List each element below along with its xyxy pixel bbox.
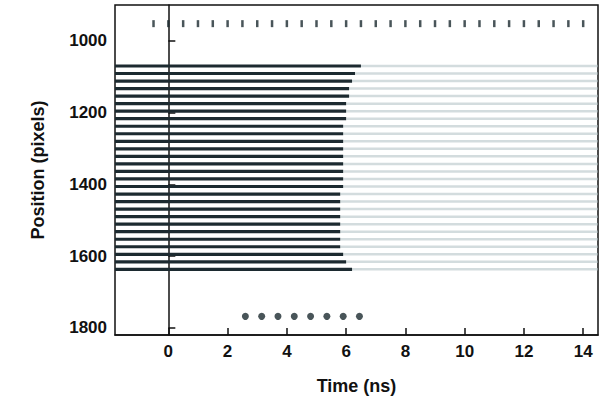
svg-text:1400: 1400 — [69, 175, 107, 194]
svg-text:Position (pixels): Position (pixels) — [28, 100, 48, 239]
svg-text:1000: 1000 — [69, 31, 107, 50]
svg-text:14: 14 — [574, 342, 593, 361]
svg-text:10: 10 — [455, 342, 474, 361]
svg-text:0: 0 — [164, 342, 173, 361]
svg-text:1800: 1800 — [69, 318, 107, 337]
svg-text:4: 4 — [282, 342, 292, 361]
svg-text:2: 2 — [223, 342, 232, 361]
svg-text:Time (ns): Time (ns) — [317, 376, 397, 396]
svg-text:6: 6 — [341, 342, 350, 361]
svg-text:1600: 1600 — [69, 247, 107, 266]
svg-text:12: 12 — [514, 342, 533, 361]
svg-text:8: 8 — [401, 342, 410, 361]
svg-text:1200: 1200 — [69, 103, 107, 122]
